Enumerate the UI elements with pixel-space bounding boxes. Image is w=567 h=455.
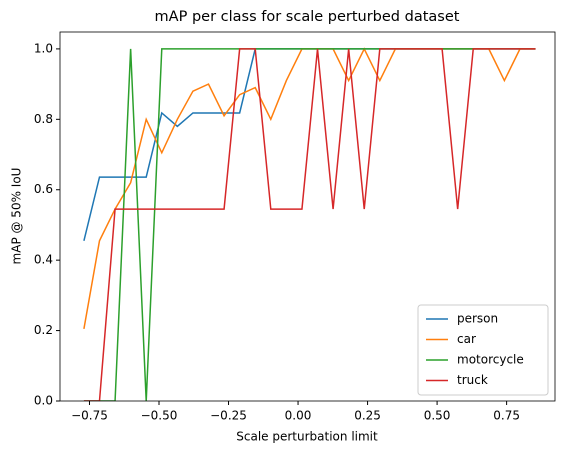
- y-tick-label: 0.6: [34, 182, 53, 196]
- legend-label: motorcycle: [457, 353, 524, 367]
- x-tick-label: 0.75: [493, 409, 520, 423]
- x-tick-label: 0.50: [424, 409, 451, 423]
- x-tick-label: −0.50: [141, 409, 178, 423]
- x-tick-label: 0.00: [285, 409, 312, 423]
- y-tick-label: 0.2: [34, 323, 53, 337]
- y-tick-label: 0.4: [34, 253, 53, 267]
- y-axis-label: mAP @ 50% IoU: [10, 168, 24, 265]
- legend-label: person: [457, 312, 498, 326]
- plot-frame: [59, 31, 556, 402]
- x-axis-label: Scale perturbation limit: [236, 430, 378, 444]
- series-line: [83, 48, 536, 401]
- x-tick-label: −0.25: [210, 409, 247, 423]
- chart-title: mAP per class for scale perturbed datase…: [155, 9, 460, 25]
- y-tick-label: 1.0: [34, 41, 53, 55]
- legend-box: [417, 304, 549, 396]
- legend-label: truck: [457, 373, 488, 387]
- x-tick-label: 0.25: [354, 409, 381, 423]
- y-tick-label: 0.0: [34, 394, 53, 408]
- legend-label: car: [457, 332, 476, 346]
- y-tick-label: 0.8: [34, 112, 53, 126]
- series-line: [83, 48, 536, 241]
- series-line: [83, 48, 536, 401]
- x-tick-label: −0.75: [71, 409, 108, 423]
